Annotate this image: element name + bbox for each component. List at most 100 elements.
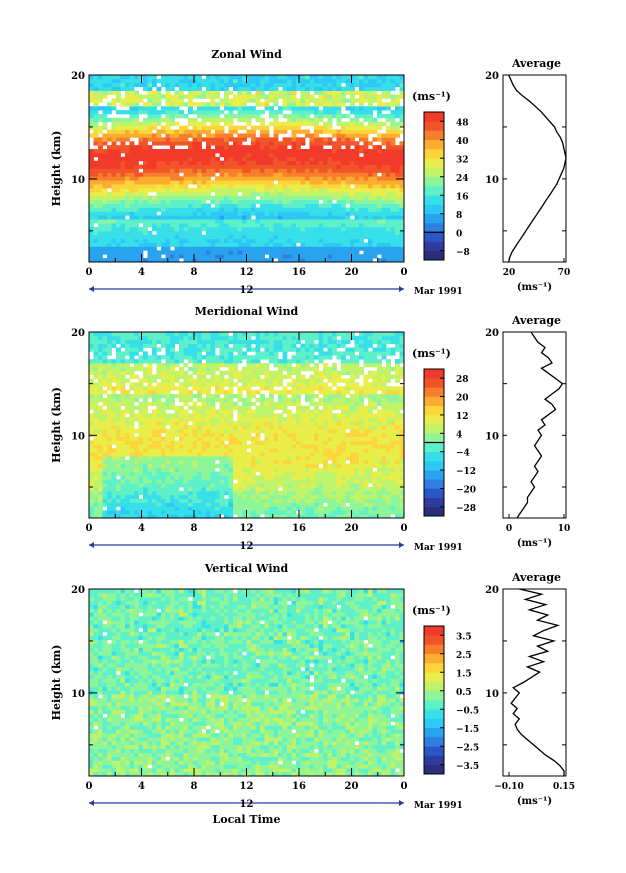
heatmap-cell <box>152 417 157 422</box>
heatmap-cell <box>278 149 283 154</box>
heatmap-cell <box>273 514 279 519</box>
heatmap-cell <box>336 254 342 259</box>
heatmap-cell <box>125 226 130 232</box>
heatmap-cell <box>264 355 270 360</box>
heatmap-cell <box>156 514 162 519</box>
heatmap-cell <box>179 502 184 507</box>
heatmap-cell <box>282 106 288 111</box>
heatmap-cell <box>318 211 324 216</box>
heatmap-cell <box>138 479 144 484</box>
colorbar-tick-label: 0 <box>456 229 462 239</box>
heatmap-cell <box>282 203 288 208</box>
heatmap-cell <box>237 432 243 438</box>
heatmap-cell <box>170 436 175 441</box>
heatmap-cell <box>183 199 189 204</box>
heatmap-cell <box>111 199 117 204</box>
heatmap-cell <box>242 339 247 345</box>
heatmap-cell <box>233 106 238 111</box>
heatmap-cell <box>323 191 328 197</box>
heatmap-cell <box>197 246 202 251</box>
heatmap-cell <box>98 195 103 201</box>
heatmap-cell <box>174 475 180 480</box>
heatmap-cell <box>143 203 148 208</box>
heatmap-cell <box>237 168 243 173</box>
heatmap-cell <box>192 479 198 484</box>
heatmap-cell <box>111 370 117 376</box>
profile-x-tick-label: 70 <box>558 268 571 278</box>
heatmap-cell <box>237 483 243 488</box>
heatmap-cell <box>210 137 216 142</box>
heatmap-cell <box>224 467 229 472</box>
heatmap-cell <box>269 417 274 422</box>
heatmap-cell <box>255 428 261 434</box>
heatmap-cell <box>152 394 157 399</box>
heatmap-cell <box>134 113 139 119</box>
heatmap-cell <box>395 199 400 204</box>
heatmap-cell <box>242 238 247 243</box>
heatmap-cell <box>264 106 270 111</box>
heatmap-cell <box>174 149 180 154</box>
heatmap-cell <box>143 510 148 515</box>
heatmap-cell <box>179 436 184 441</box>
heatmap-cell <box>228 199 234 204</box>
heatmap-cell <box>174 152 180 158</box>
heatmap-cell <box>332 195 337 201</box>
heatmap-cell <box>251 494 256 500</box>
heatmap-cell <box>224 432 229 438</box>
heatmap-cell <box>147 378 153 383</box>
heatmap-cell <box>386 106 391 111</box>
heatmap-cell <box>345 184 351 189</box>
heatmap-cell <box>399 226 405 232</box>
heatmap-cell <box>102 475 108 480</box>
heatmap-cell <box>125 494 130 500</box>
heatmap-cell <box>273 440 279 445</box>
heatmap-cell <box>341 86 346 91</box>
heatmap-cell <box>336 191 342 197</box>
heatmap-cell <box>152 149 157 154</box>
heatmap-cell <box>147 137 153 142</box>
heatmap-cell <box>156 184 162 189</box>
heatmap-cell <box>89 471 94 476</box>
heatmap-cell <box>156 258 162 263</box>
heatmap-cell <box>296 246 301 251</box>
heatmap-cell <box>251 137 256 142</box>
heatmap-cell <box>224 355 229 360</box>
heatmap-cell <box>305 242 310 247</box>
heatmap-cell <box>129 335 135 341</box>
heatmap-cell <box>377 250 382 255</box>
heatmap-cell <box>287 156 292 162</box>
heatmap-cell <box>188 456 193 461</box>
heatmap-cell <box>161 459 166 465</box>
heatmap-cell <box>192 117 198 123</box>
heatmap-cell <box>246 347 252 352</box>
heatmap-cell <box>215 332 220 337</box>
heatmap-cell <box>399 230 405 236</box>
heatmap-cell <box>287 195 292 201</box>
heatmap-cell <box>188 436 193 441</box>
heatmap-cell <box>129 487 135 492</box>
heatmap-cell <box>98 335 103 341</box>
heatmap-cell <box>147 234 153 240</box>
heatmap-cell <box>260 82 265 88</box>
heatmap-cell <box>197 436 202 441</box>
heatmap-cell <box>336 121 342 127</box>
heatmap-cell <box>125 121 130 127</box>
heatmap-cell <box>332 98 337 103</box>
heatmap-cell <box>323 176 328 181</box>
heatmap-cell <box>377 230 382 236</box>
heatmap-cell <box>188 110 193 115</box>
heatmap-cell <box>156 463 162 469</box>
heatmap-cell <box>89 490 94 496</box>
heatmap-cell <box>242 219 247 224</box>
heatmap-cell <box>152 117 157 123</box>
heatmap-cell <box>93 390 99 395</box>
heatmap-cell <box>399 211 405 216</box>
heatmap-cell <box>134 456 139 461</box>
heatmap-cell <box>251 234 256 240</box>
heatmap-cell <box>237 78 243 84</box>
heatmap-cell <box>98 409 103 414</box>
heatmap-cell <box>165 86 171 91</box>
heatmap-cell <box>215 498 220 503</box>
heatmap-cell <box>242 106 247 111</box>
heatmap-cell <box>206 75 211 80</box>
